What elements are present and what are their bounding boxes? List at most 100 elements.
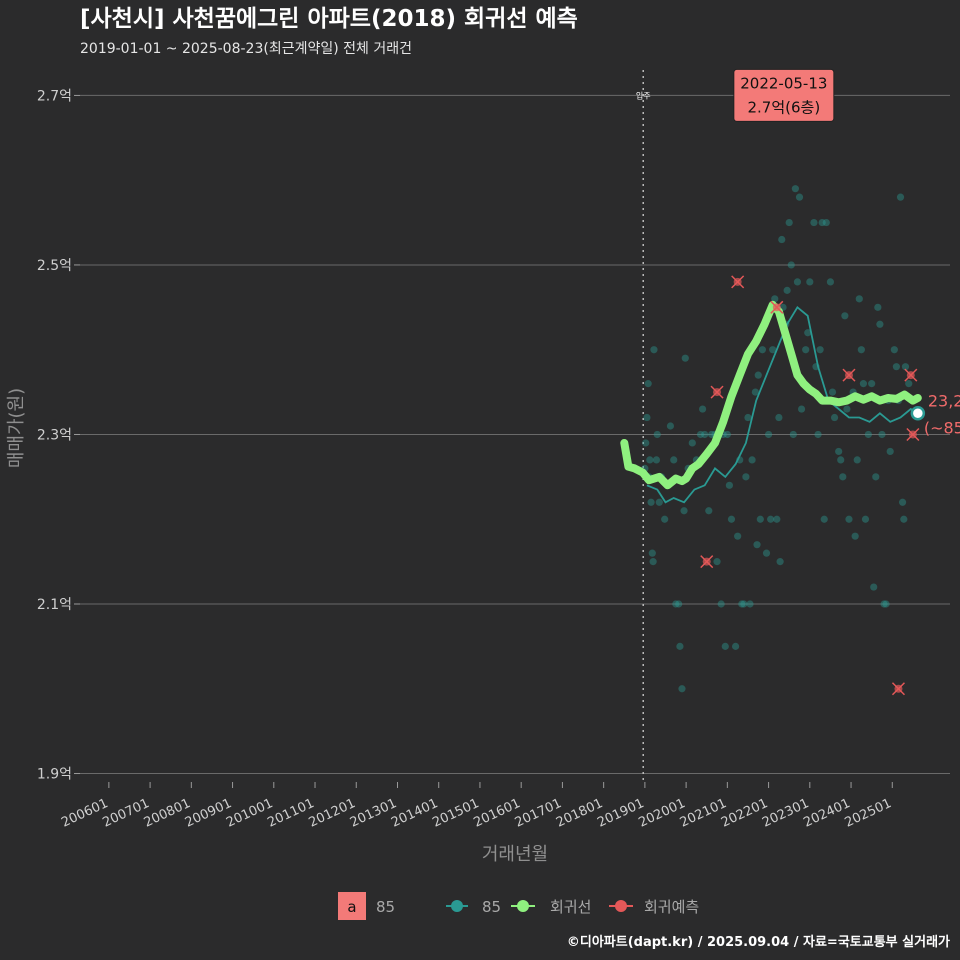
y-axis-label: 매매가(원) [6,388,27,468]
y-axis-ticks: 1.9억 2.1억 2.3억 2.5억 2.7억 [37,88,80,783]
y-tick-label: 2.1억 [37,597,72,613]
transaction-point [890,346,898,354]
prediction-cross [770,300,784,314]
transaction-point [828,388,837,396]
transaction-point [859,380,868,388]
last-transaction-marker [910,406,926,421]
transaction-point [830,413,839,422]
transaction-point [725,481,734,489]
chart-subtitle: 2019-01-01 ~ 2025-08-23(최근계약일) 전체 거래건 [80,41,412,57]
prediction-marker [700,555,714,569]
transaction-point [868,380,876,388]
legend-area-key [338,892,366,920]
transaction-point [835,447,843,456]
transaction-point [655,498,663,506]
y-tick-label: 1.9억 [37,767,72,783]
transaction-point [701,430,709,439]
transaction-point [646,456,654,464]
transaction-point [771,295,779,303]
transaction-point [795,193,804,201]
transaction-point [676,642,684,650]
annotation-price: 2.7억(6층) [747,98,820,116]
transaction-point [661,515,669,523]
x-tick-label: 200701 [100,796,151,831]
x-tick-label: 201301 [348,796,399,831]
transaction-point [791,185,799,193]
transaction-point [845,515,853,523]
last-point [910,406,926,421]
transaction-points [641,91,913,693]
transaction-point [648,549,656,557]
transaction-point [804,329,812,337]
x-axis-ticks: 2006012007012008012009012010012011012012… [59,782,894,831]
gridlines [80,94,950,775]
transaction-point [892,363,900,371]
chart-caption: ©디아파트(dapt.kr) / 2025.09.04 / 자료=국토교통부 실… [567,934,950,950]
transaction-point [653,430,661,439]
x-tick-label: 201201 [307,796,358,831]
transaction-point [769,346,777,354]
transaction-point [841,312,849,320]
transaction-point [843,405,851,413]
y-tick-label: 2.5억 [37,258,72,274]
x-tick-label: 201001 [224,796,275,831]
legend-series-label: 85 [482,898,501,916]
transaction-point [753,541,761,549]
transaction-point [756,515,764,523]
y-tick-label: 2.3억 [37,427,72,443]
prediction-cross [731,275,745,289]
legend-series-icon [451,900,463,912]
prediction-marker [710,385,724,399]
legend-area-label: 85 [376,898,395,916]
transaction-point [785,218,793,227]
transaction-point [740,600,748,608]
transaction-point [699,405,707,413]
transaction-point [776,558,784,566]
prediction-cross [904,368,918,382]
legend-regression-icon [517,900,529,912]
transaction-point [787,261,795,269]
annotation-box [733,68,835,122]
x-tick-label: 202001 [636,796,687,831]
transaction-point [748,456,756,464]
x-tick-label: 202101 [678,796,729,831]
transaction-point [773,515,781,523]
transaction-point [837,456,845,464]
last-value-label: 23,254 [928,391,960,410]
transaction-point [649,558,657,566]
legend: a 85 85 회귀선 회귀예측 [338,892,699,920]
transaction-point [642,439,650,447]
legend-regression-label: 회귀선 [550,898,591,916]
prediction-cross [891,682,905,696]
y-tick-label: 2.7억 [37,88,72,104]
transaction-point [905,380,913,388]
last-area-label: (~85㎡) [924,418,960,437]
transaction-point [826,278,835,286]
x-tick-label: 201601 [472,796,523,831]
transaction-point [670,456,678,464]
transaction-point [666,422,675,430]
legend-area-key-letter: a [347,898,356,916]
transaction-point [822,218,830,227]
transaction-point [882,600,890,608]
transaction-point [810,218,818,227]
transaction-point [713,558,721,566]
transaction-point [851,532,859,540]
transaction-point [696,430,705,439]
transaction-point [723,430,731,439]
transaction-point [861,515,870,523]
transaction-point [643,413,651,422]
transaction-point [678,685,686,693]
x-tick-label: 201101 [265,796,316,831]
prediction-marker [731,275,745,289]
transaction-point [644,380,652,388]
x-tick-label: 200801 [142,796,193,831]
transaction-point [802,346,810,354]
legend-prediction-icon [615,900,627,912]
regression-line [620,300,922,490]
transaction-point [778,235,786,244]
transaction-point [864,430,872,439]
transaction-point [874,303,882,311]
transaction-point [900,515,908,523]
